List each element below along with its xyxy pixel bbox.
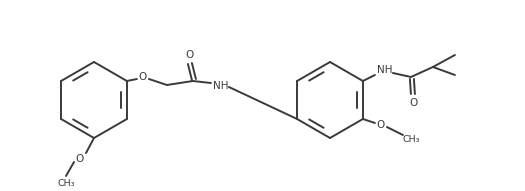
Text: NH: NH xyxy=(213,81,229,91)
Text: CH₃: CH₃ xyxy=(57,180,75,189)
Text: O: O xyxy=(377,120,385,130)
Text: O: O xyxy=(76,154,84,164)
Text: CH₃: CH₃ xyxy=(402,134,419,143)
Text: NH: NH xyxy=(377,65,393,75)
Text: O: O xyxy=(186,50,194,60)
Text: O: O xyxy=(410,98,418,108)
Text: O: O xyxy=(139,72,147,82)
